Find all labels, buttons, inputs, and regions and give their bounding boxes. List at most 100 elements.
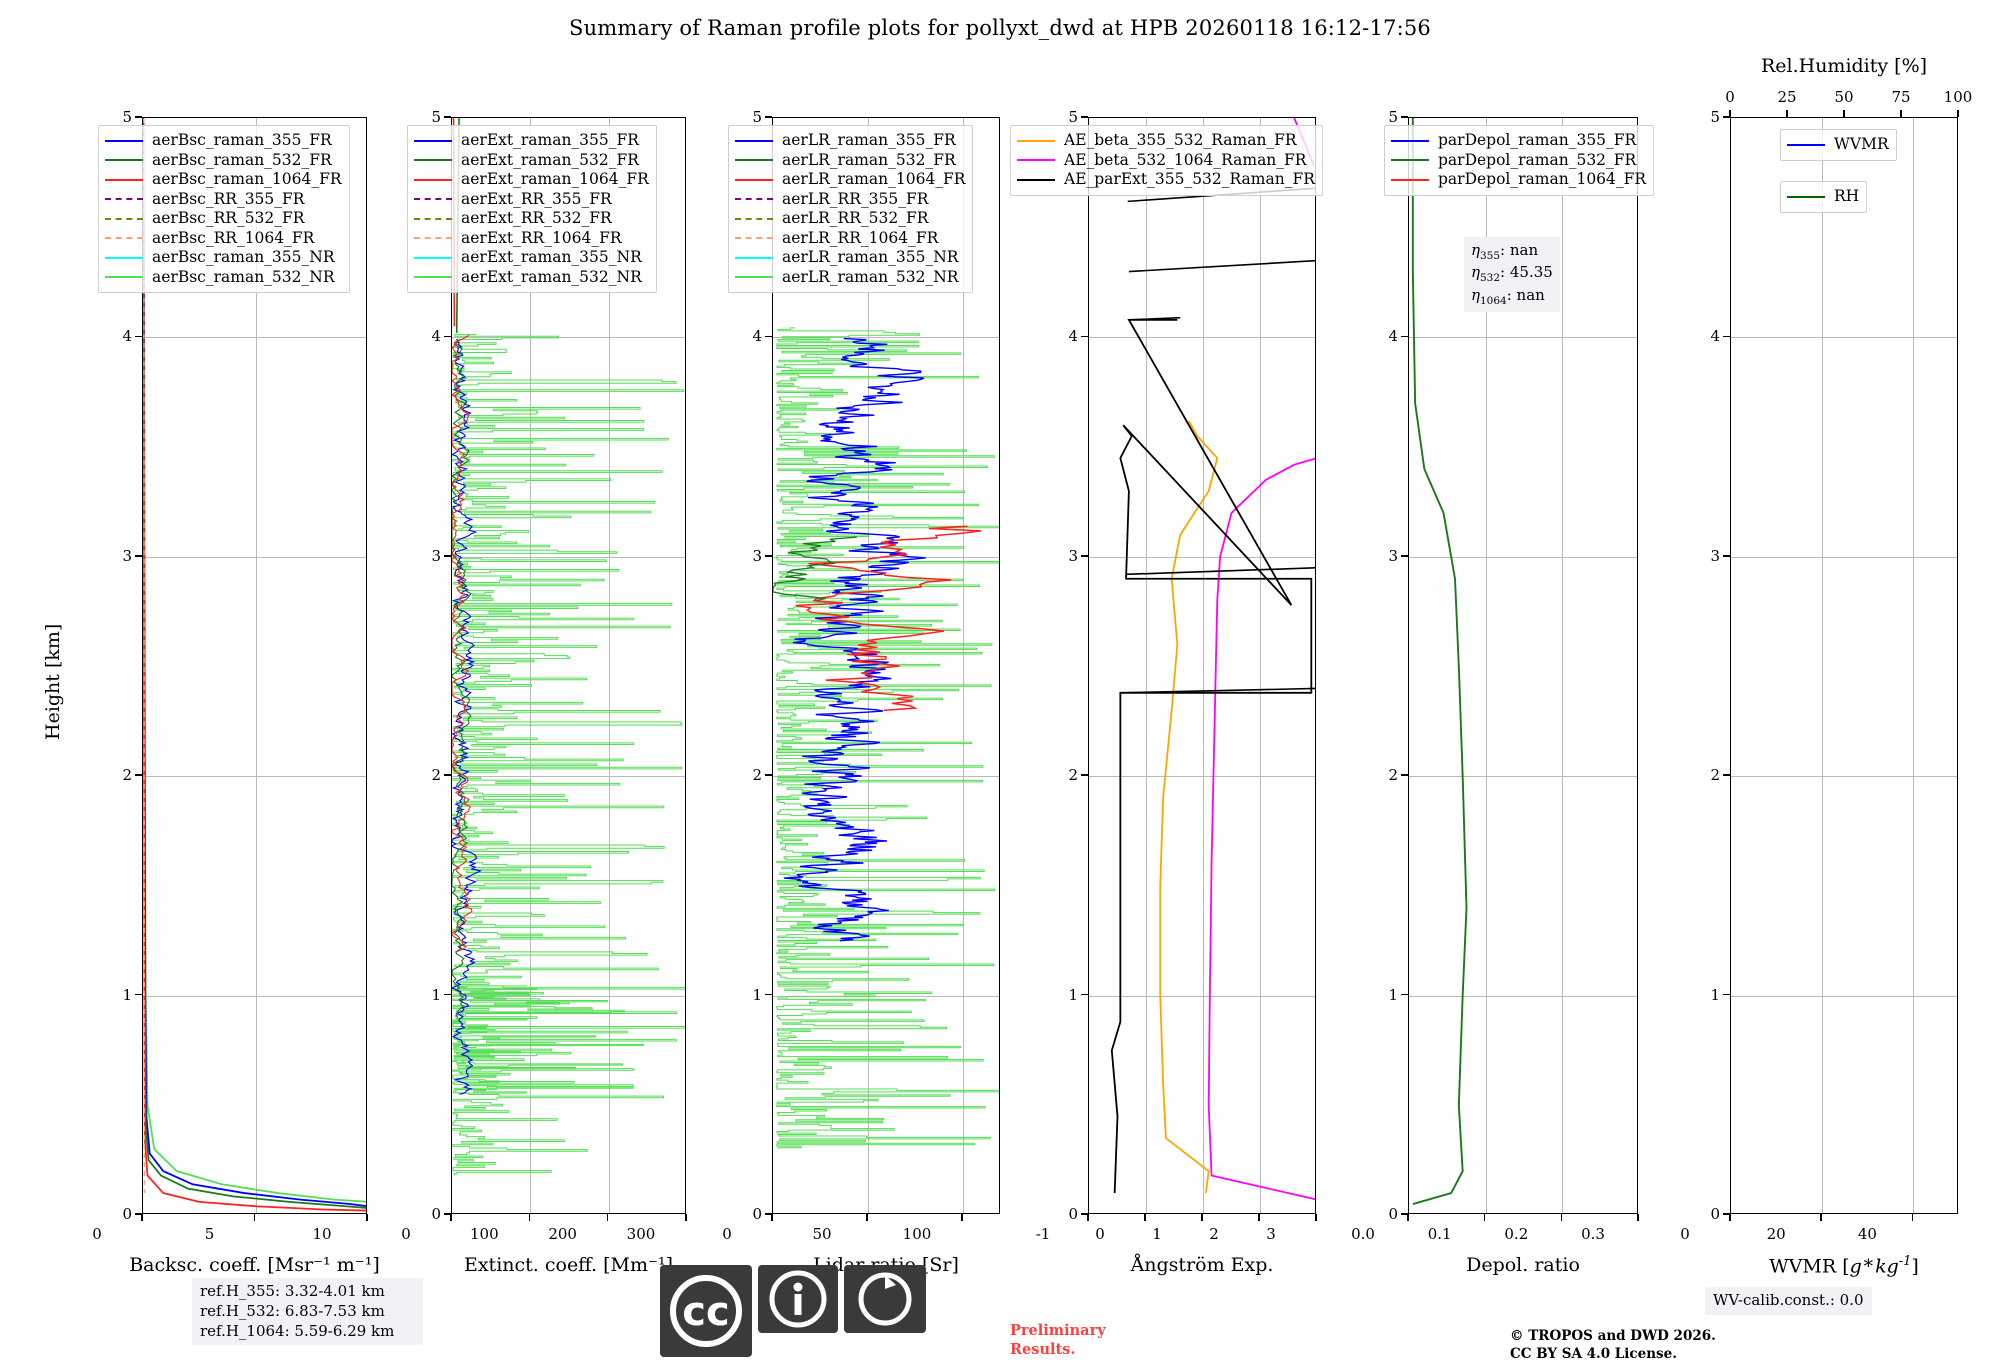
legend-item[interactable]: parDepol_raman_1064_FR bbox=[1391, 170, 1646, 190]
legend-item[interactable]: AE_beta_355_532_Raman_FR bbox=[1017, 131, 1315, 151]
legend-line-swatch bbox=[1391, 140, 1429, 142]
y-tick-mark bbox=[1723, 336, 1730, 338]
legend-line-swatch bbox=[105, 198, 143, 200]
legend-item[interactable]: aerLR_raman_355_FR bbox=[735, 131, 965, 151]
curve bbox=[1129, 261, 1316, 272]
legend-item[interactable]: parDepol_raman_532_FR bbox=[1391, 151, 1646, 171]
legend-item[interactable]: aerLR_raman_532_NR bbox=[735, 268, 965, 288]
legend-item[interactable]: parDepol_raman_355_FR bbox=[1391, 131, 1646, 151]
legend-item[interactable]: aerExt_raman_532_NR bbox=[414, 268, 649, 288]
legend-label: aerLR_RR_532_FR bbox=[782, 211, 928, 227]
legend-line-swatch bbox=[105, 276, 143, 278]
curve bbox=[784, 339, 926, 941]
y-tick-mark bbox=[1401, 555, 1408, 557]
legend-item[interactable]: aerBsc_raman_532_NR bbox=[105, 268, 342, 288]
legend-item[interactable]: aerExt_raman_1064_FR bbox=[414, 170, 649, 190]
x-tick-mark bbox=[1637, 1214, 1639, 1221]
legend-wvmr[interactable]: WVMR bbox=[1780, 129, 1897, 161]
y-tick-mark bbox=[135, 774, 142, 776]
legend-item[interactable]: aerExt_RR_355_FR bbox=[414, 190, 649, 210]
legend-label: aerBsc_raman_355_NR bbox=[152, 250, 335, 266]
x-tick-mark bbox=[771, 1214, 773, 1221]
y-tick-label: 1 bbox=[1040, 986, 1078, 1004]
x-tick-mark bbox=[1729, 1214, 1731, 1221]
x-tick-label: 0 bbox=[1640, 1225, 1730, 1243]
x-tick-mark bbox=[1315, 1214, 1317, 1221]
legend-item[interactable]: aerExt_raman_532_FR bbox=[414, 151, 649, 171]
y-axis-label: Height [km] bbox=[42, 624, 64, 740]
x-tick-mark bbox=[1144, 1214, 1146, 1221]
y-tick-mark bbox=[135, 994, 142, 996]
legend-item[interactable]: aerLR_RR_532_FR bbox=[735, 209, 965, 229]
legend-rh[interactable]: RH bbox=[1780, 181, 1867, 213]
legend-line-swatch bbox=[1787, 144, 1825, 146]
legend-depolarization[interactable]: parDepol_raman_355_FR parDepol_raman_532_… bbox=[1384, 125, 1654, 196]
y-tick-label: 5 bbox=[1360, 108, 1398, 126]
x-axis-label-wvmr: WVMR [g * kg-1] bbox=[1680, 1254, 2000, 1277]
legend-label: parDepol_raman_355_FR bbox=[1438, 133, 1636, 149]
legend-line-swatch bbox=[105, 257, 143, 259]
legend-label: aerLR_raman_1064_FR bbox=[782, 172, 965, 188]
legend-item[interactable]: aerBsc_raman_532_FR bbox=[105, 151, 342, 171]
y-tick-mark bbox=[1081, 774, 1088, 776]
legend-item[interactable]: AE_beta_532_1064_Raman_FR bbox=[1017, 151, 1315, 171]
legend-line-swatch bbox=[735, 198, 773, 200]
legend-item[interactable]: aerBsc_RR_532_FR bbox=[105, 209, 342, 229]
legend-label: parDepol_raman_1064_FR bbox=[1438, 172, 1646, 188]
x-tick-mark bbox=[254, 1214, 256, 1221]
legend-item[interactable]: aerLR_RR_1064_FR bbox=[735, 229, 965, 249]
curve bbox=[452, 340, 471, 1018]
y-tick-mark bbox=[1401, 994, 1408, 996]
legend-item[interactable]: aerBsc_RR_355_FR bbox=[105, 190, 342, 210]
legend-line-swatch bbox=[1017, 140, 1055, 142]
x-tick-mark bbox=[685, 1214, 687, 1221]
y-tick-label: 1 bbox=[724, 986, 762, 1004]
x-tick-label: 300 bbox=[596, 1225, 686, 1243]
legend-item[interactable]: aerBsc_raman_355_FR bbox=[105, 131, 342, 151]
legend-item[interactable]: aerExt_RR_1064_FR bbox=[414, 229, 649, 249]
x-tick-mark bbox=[866, 1214, 868, 1221]
curve bbox=[1126, 568, 1316, 575]
legend-item[interactable]: aerLR_RR_355_FR bbox=[735, 190, 965, 210]
legend-label: aerLR_raman_532_NR bbox=[782, 270, 958, 286]
legend-label: aerExt_RR_1064_FR bbox=[461, 231, 622, 247]
top-tick-mark bbox=[1729, 110, 1731, 117]
legend-line-swatch bbox=[1017, 179, 1055, 181]
x-tick-label: 40 bbox=[1822, 1225, 1912, 1243]
y-tick-label: 2 bbox=[1360, 766, 1398, 784]
legend-label: aerBsc_RR_1064_FR bbox=[152, 231, 314, 247]
y-tick-mark bbox=[765, 116, 772, 118]
legend-item[interactable]: aerBsc_raman_1064_FR bbox=[105, 170, 342, 190]
legend-item[interactable]: RH bbox=[1787, 187, 1859, 207]
legend-line-swatch bbox=[414, 179, 452, 181]
legend-item[interactable]: aerExt_raman_355_NR bbox=[414, 248, 649, 268]
x-tick-mark bbox=[1407, 1214, 1409, 1221]
y-tick-label: 2 bbox=[1040, 766, 1078, 784]
legend-line-swatch bbox=[414, 237, 452, 239]
legend-item[interactable]: WVMR bbox=[1787, 135, 1889, 155]
legend-item[interactable]: aerLR_raman_355_NR bbox=[735, 248, 965, 268]
legend-item[interactable]: aerExt_RR_532_FR bbox=[414, 209, 649, 229]
legend-item[interactable]: AE_parExt_355_532_Raman_FR bbox=[1017, 170, 1315, 190]
legend-item[interactable]: aerLR_raman_1064_FR bbox=[735, 170, 965, 190]
legend-item[interactable]: aerLR_raman_532_FR bbox=[735, 151, 965, 171]
x-axis-label-depolarization: Depol. ratio bbox=[1358, 1254, 1688, 1276]
x-tick-label: 200 bbox=[518, 1225, 608, 1243]
y-tick-mark bbox=[1081, 116, 1088, 118]
y-tick-mark bbox=[765, 994, 772, 996]
legend-item[interactable]: aerExt_raman_355_FR bbox=[414, 131, 649, 151]
x-tick-label: 10 bbox=[277, 1225, 367, 1243]
legend-item[interactable]: aerBsc_RR_1064_FR bbox=[105, 229, 342, 249]
y-tick-label: 0 bbox=[1360, 1205, 1398, 1223]
y-tick-mark bbox=[765, 336, 772, 338]
legend-line-swatch bbox=[105, 237, 143, 239]
y-tick-mark bbox=[1081, 336, 1088, 338]
y-tick-label: 4 bbox=[403, 327, 441, 345]
legend-line-swatch bbox=[735, 218, 773, 220]
legend-item[interactable]: aerBsc_raman_355_NR bbox=[105, 248, 342, 268]
